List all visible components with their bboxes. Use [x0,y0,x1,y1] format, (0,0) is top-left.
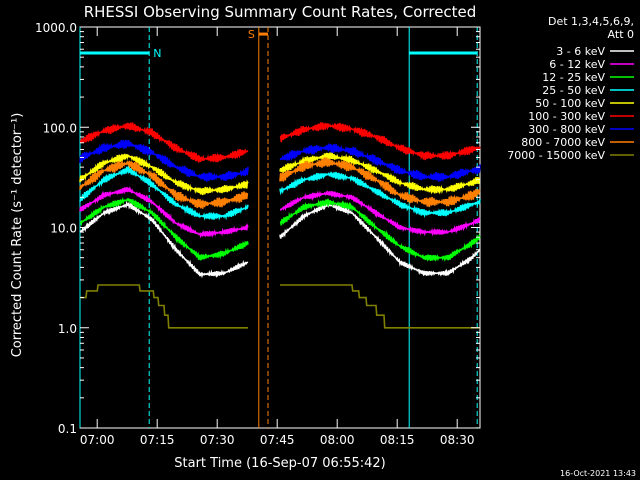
series-path [279,190,481,237]
x-axis: 07:00 07:15 07:30 07:45 08:00 08:15 08:30 [80,27,475,447]
annotation-label: N [153,47,161,60]
y-tick-label: 1000.0 [35,21,77,35]
series-line [79,200,481,279]
legend-label: 7000 - 15000 keV [507,149,605,162]
series-path [279,122,481,161]
series-path [79,160,249,209]
footer-date: 16-Oct-2021 13:43 [560,469,636,478]
y-tick-label: 1.0 [58,322,77,336]
series-path [79,200,249,279]
x-tick-label: 07:30 [200,433,235,447]
legend-label: 3 - 6 keV [556,45,605,58]
legend-label: 6 - 12 keV [549,58,605,71]
series-path [80,284,248,329]
legend-label: 50 - 100 keV [535,97,605,110]
series-path [279,170,481,219]
y-axis-label: Corrected Count Rate (s⁻¹ detector⁻¹) [10,113,25,358]
legend-header-1: Det 1,3,4,5,6,9, [548,15,634,28]
series-path [280,284,480,329]
series-line [79,152,481,196]
series-path [79,166,249,221]
series-path [79,122,249,163]
series-path [279,152,481,195]
annotation-label: S [248,28,255,41]
series-path [79,139,249,182]
series-path [279,198,481,263]
series-line [79,139,481,183]
x-tick-label: 07:00 [80,433,115,447]
legend-label: 300 - 800 keV [528,123,605,136]
series-path [79,185,249,239]
y-tick-label: 100.0 [43,121,77,135]
legend-label: 25 - 50 keV [542,84,605,97]
x-tick-label: 08:15 [380,433,415,447]
series-path [279,143,481,183]
y-axis: 0.1 1.0 10.0 100.0 1000.0 [35,21,480,436]
series-path [279,157,481,208]
series-path [79,153,249,196]
x-tick-label: 08:00 [320,433,355,447]
series-path [79,196,249,261]
series-line [79,166,481,221]
x-tick-label: 07:15 [140,433,175,447]
series-path [279,200,481,277]
plot-frame [79,26,481,429]
series-line [79,157,481,209]
x-tick-label: 07:45 [260,433,295,447]
series-line [80,284,480,329]
series-line [79,196,481,263]
annotations: NS [80,28,478,60]
legend-label: 800 - 7000 keV [521,136,605,149]
x-tick-label: 08:30 [440,433,475,447]
legend-label: 12 - 25 keV [542,71,605,84]
legend-header-2: Att 0 [608,28,634,41]
chart-title: RHESSI Observing Summary Count Rates, Co… [84,3,477,21]
series-line [79,185,481,239]
legend-label: 100 - 300 keV [528,110,605,123]
y-tick-label: 0.1 [58,422,77,436]
series-group [79,122,481,329]
series-line [79,122,481,163]
y-tick-label: 10.0 [50,222,77,236]
x-axis-label: Start Time (16-Sep-07 06:55:42) [174,456,385,471]
time-markers [79,27,478,428]
